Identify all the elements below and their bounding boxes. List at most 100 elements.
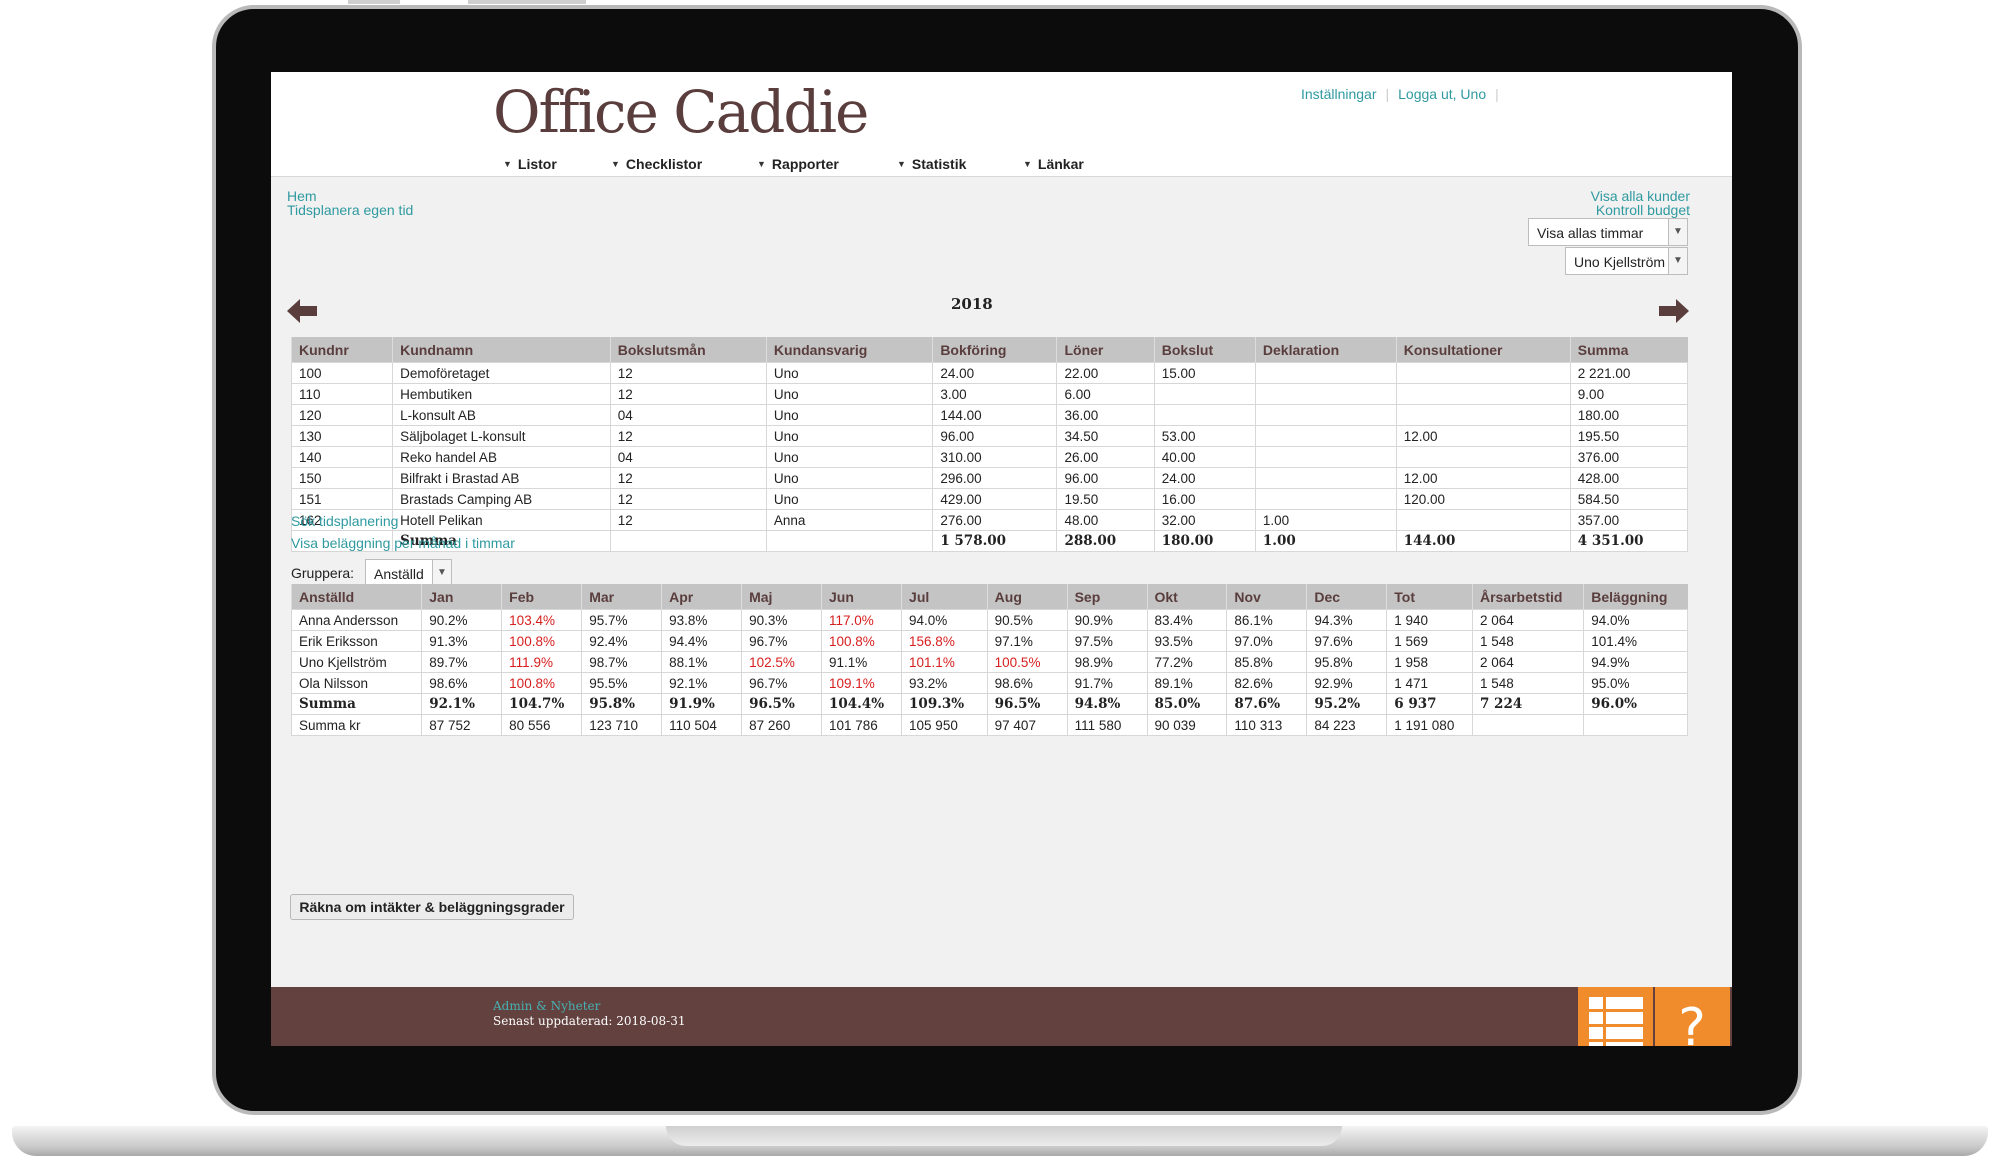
nav-item-rapporter[interactable]: ▼ Rapporter (757, 156, 839, 172)
table-cell: 22.00 (1056, 362, 1155, 384)
table-cell: 26.00 (1056, 446, 1155, 468)
divider: | (1385, 86, 1390, 102)
budget-control-link[interactable]: Kontroll budget (1595, 202, 1690, 218)
table-cell: Reko handel AB (392, 446, 611, 468)
table-cell: 144.00 (1395, 530, 1571, 552)
table-cell: 85.8% (1226, 651, 1308, 673)
table-cell: 90.5% (986, 609, 1068, 631)
table-cell: Uno (765, 404, 934, 426)
nav-item-lankar[interactable]: ▼ Länkar (1023, 156, 1084, 172)
show-all-customers-link[interactable]: Visa alla kunder (1590, 188, 1690, 204)
laptop-edge (348, 0, 400, 4)
table-cell: 150 (290, 467, 394, 489)
search-planning-link[interactable]: Sök tidsplanering (291, 513, 399, 529)
table-cell (290, 530, 394, 552)
table-cell: 91.7% (1066, 672, 1148, 694)
table-cell: 140 (290, 446, 394, 468)
sum-row: Summa 1 578.00 288.00 180.00 1.00 144.00 4 351… (290, 530, 1689, 552)
table-cell: 111 580 (1066, 714, 1148, 736)
table-cell (1395, 362, 1571, 384)
nav-item-checklistor[interactable]: ▼ Checklistor (611, 156, 703, 172)
table-cell: 1 940 (1386, 609, 1473, 631)
table-cell: 97.6% (1306, 630, 1388, 652)
table-cell: 110 313 (1226, 714, 1308, 736)
help-tile[interactable]: ? (1655, 987, 1730, 1046)
table-cell: 104.4% (820, 693, 903, 715)
table-cell (1153, 404, 1256, 426)
column-header: Beläggning (1583, 584, 1688, 610)
table-cell: 6 937 (1386, 693, 1473, 715)
table-grid-icon (1589, 997, 1643, 1046)
table-cell: 85.0% (1146, 693, 1228, 715)
table-row: 120 L-konsult AB 04 Uno 144.00 36.00 180.00 (290, 404, 1689, 426)
table-cell: 100.8% (501, 630, 583, 652)
table-cell (1153, 383, 1256, 405)
table-cell: 96.5% (986, 693, 1068, 715)
table-cell: 12.00 (1395, 467, 1571, 489)
table-cell: 1 548 (1471, 672, 1585, 694)
table-cell: 53.00 (1153, 425, 1256, 447)
table-cell: 96.5% (741, 693, 822, 715)
table-cell: Hotell Pelikan (392, 509, 611, 531)
arrow-left-icon[interactable] (287, 299, 317, 323)
table-cell: 195.50 (1569, 425, 1689, 447)
recalculate-button[interactable]: Räkna om intäkter & beläggningsgrader (290, 894, 574, 920)
svg-text:?: ? (1678, 998, 1706, 1046)
table-cell: 12 (609, 383, 767, 405)
table-cell: 6.00 (1056, 383, 1155, 405)
table-cell: 94.8% (1066, 693, 1148, 715)
arrow-right-icon[interactable] (1659, 299, 1689, 323)
nav-item-statistik[interactable]: ▼ Statistik (897, 156, 967, 172)
nav-item-listor[interactable]: ▼ Listor (503, 156, 557, 172)
breadcrumb-home[interactable]: Hem (287, 188, 317, 204)
logout-link[interactable]: Logga ut, Uno (1398, 86, 1487, 102)
table-cell: 12 (609, 488, 767, 510)
table-cell (1254, 425, 1397, 447)
group-label: Gruppera: (291, 565, 355, 581)
table-row: 151 Brastads Camping AB 12 Uno 429.00 19.50 16… (290, 488, 1689, 510)
table-cell: 95.7% (581, 609, 663, 631)
table-cell: 1 958 (1386, 651, 1473, 673)
table-cell: 120.00 (1395, 488, 1571, 510)
column-header: Jun (820, 584, 902, 610)
table-cell: 12 (609, 509, 767, 531)
table-cell: 36.00 (1056, 404, 1155, 426)
table-cell: 92.1% (661, 672, 743, 694)
occupancy-hours-link[interactable]: Visa beläggning per månad i timmar (291, 535, 515, 551)
footer: Admin & Nyheter Senast uppdaterad: 2018-… (271, 987, 1732, 1046)
column-header: Maj (741, 584, 822, 610)
table-cell: 04 (609, 404, 767, 426)
table-grid-tile[interactable] (1578, 987, 1653, 1046)
table-cell: Summa (290, 693, 423, 715)
divider: | (1495, 86, 1499, 102)
table-cell: 12.00 (1395, 425, 1571, 447)
table-cell: 91.3% (421, 630, 503, 652)
user-select[interactable]: Uno Kjellström ▼ (1565, 247, 1688, 275)
column-header: Summa (1569, 337, 1688, 363)
table-cell: Säljbolaget L-konsult (392, 425, 611, 447)
table-cell: 7 224 (1471, 693, 1585, 715)
column-header: Anställd (290, 584, 422, 610)
table-cell (1254, 383, 1397, 405)
table-cell: Uno (765, 425, 934, 447)
admin-news-link[interactable]: Admin & Nyheter (493, 999, 601, 1013)
table-cell: 109.1% (820, 672, 903, 694)
table-cell: 130 (290, 425, 394, 447)
table-cell: 77.2% (1146, 651, 1228, 673)
breadcrumb-plan-own-time[interactable]: Tidsplanera egen tid (287, 202, 414, 218)
table-cell: Anna (765, 509, 934, 531)
group-select[interactable]: Anställd ▼ (365, 559, 452, 587)
chevron-down-icon: ▼ (1668, 219, 1687, 245)
customer-table: Kundnr Kundnamn Bokslutsmån Kundansvarig Bok… (290, 337, 1689, 552)
table-cell (609, 530, 767, 552)
caret-down-icon: ▼ (611, 159, 620, 169)
table-cell: 96.7% (741, 672, 822, 694)
settings-link[interactable]: Inställningar (1301, 86, 1377, 102)
table-cell: 97 407 (986, 714, 1068, 736)
table-cell: 40.00 (1153, 446, 1256, 468)
table-cell: Erik Eriksson (290, 630, 423, 652)
table-cell: 94.3% (1306, 609, 1388, 631)
hours-select[interactable]: Visa allas timmar ▼ (1528, 218, 1688, 246)
column-header: Löner (1056, 337, 1155, 363)
column-header: Kundansvarig (765, 337, 933, 363)
